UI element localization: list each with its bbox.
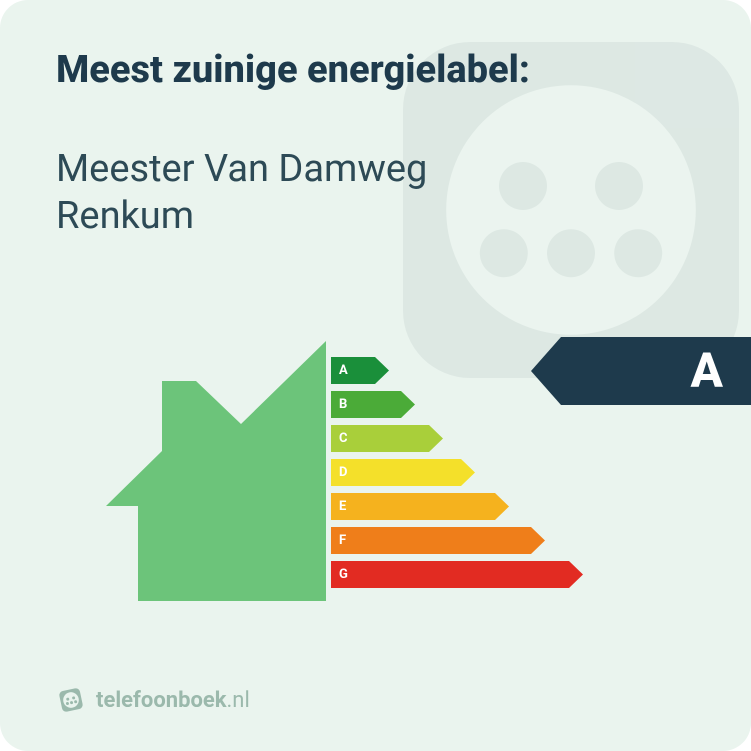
rating-badge-letter: A (691, 337, 723, 405)
energy-bar-f: F (331, 527, 651, 554)
energy-bar-letter: D (339, 459, 347, 486)
subtitle-line2: Renkum (56, 194, 194, 238)
energy-chart: ABCDEFG A (56, 333, 695, 613)
footer-brand: telefoonboek.nl (56, 685, 695, 715)
brand-name: telefoonboek.nl (96, 688, 250, 713)
brand-word: telefoonboek (96, 688, 227, 713)
brand-logo-icon (53, 682, 89, 718)
energy-bar-g: G (331, 561, 651, 588)
energy-chart-area: ABCDEFG A (56, 261, 695, 685)
card-title: Meest zuinige energielabel: (56, 48, 695, 94)
subtitle-line1: Meester Van Damweg (56, 147, 427, 191)
energy-bar-d: D (331, 459, 651, 486)
card-subtitle: Meester Van Damweg Renkum (56, 146, 695, 241)
energy-label-card: Meest zuinige energielabel: Meester Van … (0, 0, 751, 751)
energy-bar-letter: G (339, 561, 348, 588)
energy-bar-letter: E (339, 493, 346, 520)
energy-bar-letter: A (339, 357, 348, 384)
house-icon (106, 341, 326, 601)
energy-bar-letter: C (339, 425, 348, 452)
brand-tld: .nl (227, 688, 250, 713)
energy-bar-e: E (331, 493, 651, 520)
energy-bar-letter: B (339, 391, 347, 418)
energy-bar-letter: F (339, 527, 346, 554)
rating-badge: A (531, 337, 751, 405)
energy-bar-c: C (331, 425, 651, 452)
